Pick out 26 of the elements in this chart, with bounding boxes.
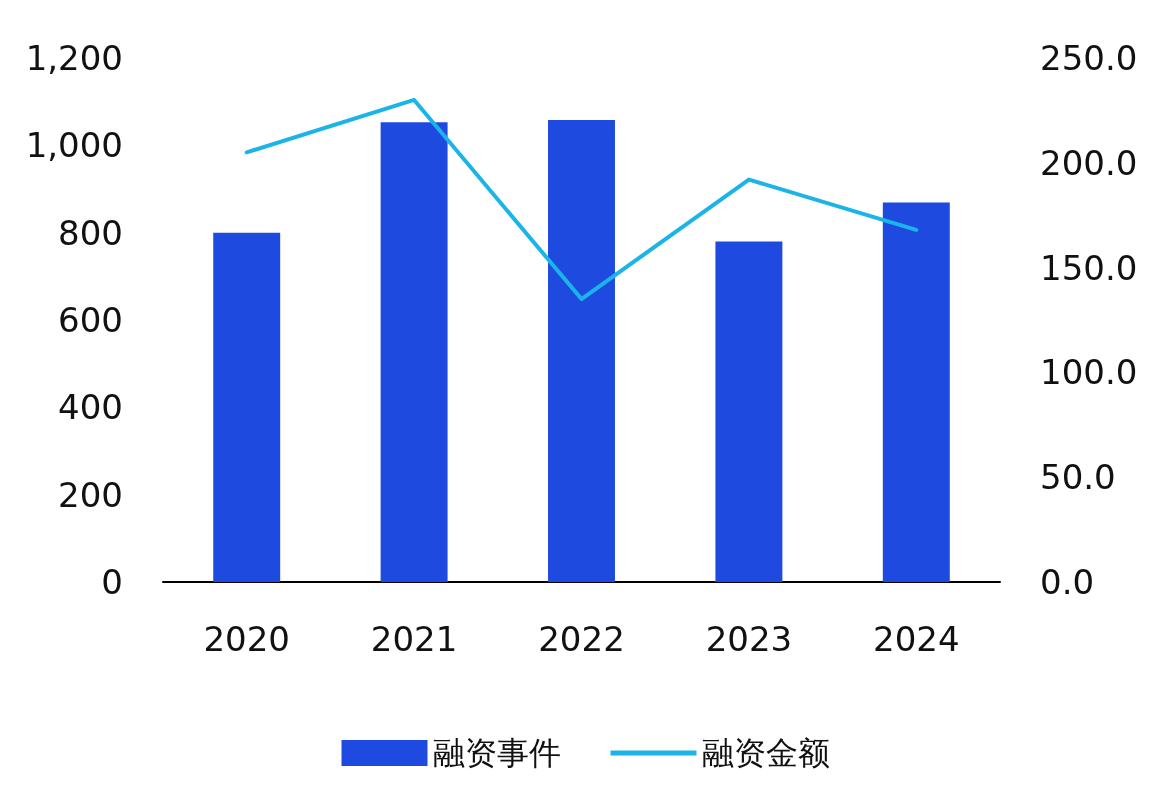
y2-tick-label: 100.0 <box>1040 352 1138 393</box>
y2-tick-label: 250.0 <box>1040 38 1138 78</box>
y-tick-label: 1,200 <box>25 38 123 78</box>
y-tick-label: 1,000 <box>25 125 123 166</box>
y2-tick-label: 50.0 <box>1040 457 1116 498</box>
y2-tick-label: 200.0 <box>1040 142 1138 183</box>
y-tick-label: 200 <box>58 474 123 515</box>
bar <box>882 202 950 582</box>
bar <box>715 241 783 582</box>
x-tick-label: 2023 <box>705 619 793 659</box>
legend-label: 融资金额 <box>701 734 830 772</box>
y2-tick-label: 0.0 <box>1040 562 1095 602</box>
bar <box>213 232 281 582</box>
line-series <box>244 97 919 302</box>
y-tick-label: 800 <box>58 212 123 253</box>
y-tick-label: 0 <box>101 562 123 602</box>
y-tick-label: 600 <box>58 300 123 340</box>
legend-label: 融资事件 <box>432 734 561 772</box>
bar <box>380 122 448 582</box>
y-tick-label: 400 <box>58 387 123 428</box>
x-tick-label: 2021 <box>370 619 458 659</box>
x-tick-label: 2020 <box>203 619 290 659</box>
y2-tick-label: 150.0 <box>1040 247 1138 288</box>
x-tick-label: 2024 <box>873 619 960 659</box>
bar <box>548 120 615 582</box>
x-tick-label: 2022 <box>538 619 625 659</box>
